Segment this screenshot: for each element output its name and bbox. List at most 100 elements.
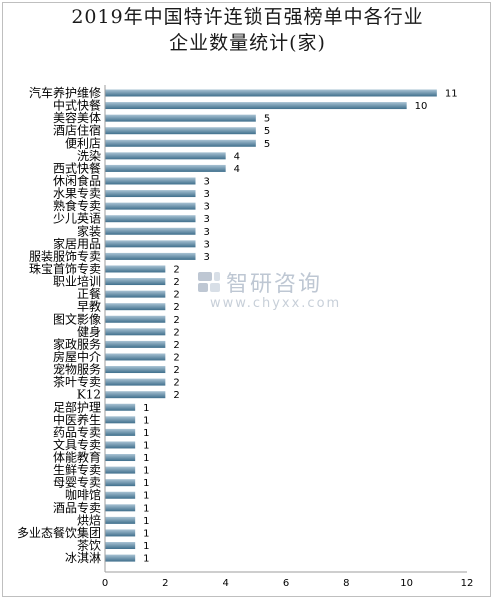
bar-37	[105, 554, 136, 562]
category-label-32: 咖啡馆	[65, 487, 101, 502]
value-label-10: 3	[204, 214, 210, 225]
value-label-16: 2	[173, 290, 179, 301]
category-label-23: 茶叶专卖	[53, 374, 101, 389]
value-label-35: 1	[143, 528, 149, 539]
value-label-18: 2	[173, 315, 179, 326]
category-label-31: 母婴专卖	[53, 475, 101, 490]
category-label-0: 汽车养护维修	[29, 85, 101, 100]
bar-9	[105, 202, 196, 210]
category-label-25: 足部护理	[53, 399, 101, 414]
value-label-24: 2	[173, 390, 179, 401]
value-label-27: 1	[143, 428, 149, 439]
value-label-9: 3	[204, 202, 210, 213]
bar-2	[105, 114, 256, 122]
chart-title-line2: 企业数量统计(家)	[169, 32, 326, 54]
bar-24	[105, 391, 166, 399]
category-label-22: 宠物服务	[53, 362, 101, 377]
bar-33	[105, 504, 136, 512]
value-label-14: 2	[173, 264, 179, 275]
value-label-15: 2	[173, 277, 179, 288]
bar-36	[105, 542, 136, 550]
value-label-3: 5	[264, 126, 270, 137]
x-tick-label-1: 2	[162, 578, 168, 589]
x-tick-label-6: 12	[461, 578, 474, 589]
bar-29	[105, 454, 136, 462]
bar-6	[105, 164, 226, 172]
bar-15	[105, 278, 166, 286]
watermark: 智研咨询 www.chyxx.com	[196, 268, 341, 311]
value-label-2: 5	[264, 114, 270, 125]
bar-26	[105, 416, 136, 424]
bar-31	[105, 479, 136, 487]
value-label-34: 1	[143, 516, 149, 527]
x-tick-label-4: 8	[343, 578, 349, 589]
axes: 0 2 4 6 8 10 12	[102, 85, 474, 589]
bar-30	[105, 466, 136, 474]
value-label-8: 3	[204, 189, 210, 200]
category-label-26: 中医养生	[53, 412, 101, 427]
category-label-6: 西式快餐	[53, 160, 101, 175]
value-label-13: 3	[204, 252, 210, 263]
bar-11	[105, 227, 196, 235]
bar-14	[105, 265, 166, 273]
category-labels: 汽车养护维修中式快餐美容美体酒店住宿便利店洗染西式快餐休闲食品水果专卖熟食专卖少…	[17, 85, 101, 565]
bar-13	[105, 252, 196, 260]
category-label-35: 多业态餐饮集团	[17, 525, 101, 540]
value-label-28: 1	[143, 440, 149, 451]
category-label-4: 便利店	[65, 136, 101, 150]
bar-20	[105, 340, 166, 348]
category-label-28: 文具专卖	[53, 437, 101, 452]
bar-27	[105, 428, 136, 436]
bar-4	[105, 139, 256, 147]
category-label-15: 职业培训	[53, 274, 101, 289]
category-label-13: 服装服饰专卖	[29, 248, 101, 263]
category-label-3: 酒店住宿	[53, 123, 101, 138]
category-label-19: 健身	[77, 324, 101, 339]
value-label-1: 10	[415, 101, 428, 112]
value-label-5: 4	[234, 151, 240, 162]
bar-1	[105, 102, 407, 110]
category-label-2: 美容美体	[53, 110, 101, 125]
bar-25	[105, 403, 136, 411]
chart-title-line1: 2019年中国特许连锁百强榜单中各行业	[71, 6, 424, 28]
category-label-7: 休闲食品	[53, 173, 101, 188]
category-label-12: 家居用品	[53, 236, 101, 251]
category-label-33: 酒品专卖	[53, 500, 101, 515]
bar-7	[105, 177, 196, 185]
value-label-4: 5	[264, 139, 270, 150]
bar-21	[105, 353, 166, 361]
watermark-url: www.chyxx.com	[210, 296, 342, 311]
value-label-31: 1	[143, 478, 149, 489]
brand-logo-icon	[198, 272, 220, 292]
value-label-20: 2	[173, 340, 179, 351]
value-label-23: 2	[173, 378, 179, 389]
category-label-8: 水果专卖	[53, 186, 101, 201]
value-label-22: 2	[173, 365, 179, 376]
category-label-36: 茶饮	[77, 538, 101, 553]
value-label-19: 2	[173, 327, 179, 338]
category-label-5: 洗染	[77, 148, 101, 163]
watermark-name: 智研咨询	[226, 272, 323, 297]
category-label-1: 中式快餐	[53, 98, 101, 113]
bar-23	[105, 378, 166, 386]
bar-18	[105, 315, 166, 323]
value-label-11: 3	[204, 227, 210, 238]
value-label-36: 1	[143, 541, 149, 552]
value-label-37: 1	[143, 554, 149, 565]
value-label-6: 4	[234, 164, 240, 175]
value-label-7: 3	[204, 176, 210, 187]
category-label-34: 烘焙	[77, 512, 101, 527]
category-label-21: 房屋中介	[53, 349, 101, 364]
value-label-21: 2	[173, 352, 179, 363]
category-label-17: 早教	[77, 299, 101, 314]
bar-19	[105, 328, 166, 336]
value-label-17: 2	[173, 302, 179, 313]
category-label-20: 家政服务	[53, 336, 101, 351]
x-tick-label-5: 10	[400, 578, 413, 589]
bar-32	[105, 491, 136, 499]
category-label-29: 体能教育	[53, 450, 101, 465]
category-label-16: 正餐	[77, 286, 101, 301]
bar-series	[105, 89, 437, 562]
